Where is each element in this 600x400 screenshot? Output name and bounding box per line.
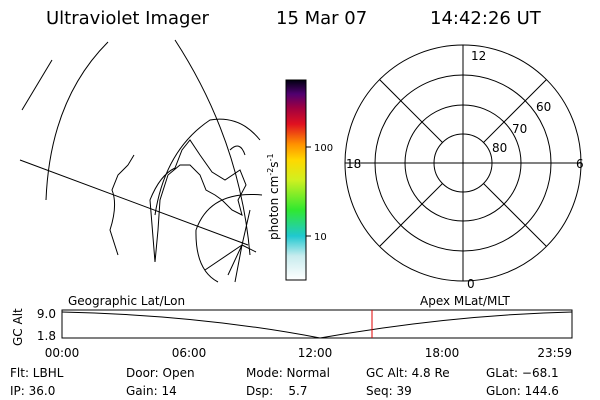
- altitude-curve: [61, 311, 573, 339]
- status-field: GC Alt: 4.8 Re: [366, 366, 450, 380]
- colorbar-tick: 100: [314, 143, 333, 154]
- status-field: Mode: Normal: [246, 366, 330, 380]
- instrument: Ultraviolet Imager: [46, 8, 210, 29]
- strip-x-tick: 12:00: [298, 346, 333, 360]
- status-field: Flt: LBHL: [10, 366, 64, 380]
- status-field: Dsp: 5.7: [246, 384, 308, 398]
- status-field: Gain: 14: [126, 384, 177, 398]
- status-field: Door: Open: [126, 366, 195, 380]
- status-field: Seq: 39: [366, 384, 412, 398]
- colorbar: [285, 79, 307, 281]
- strip-title: Apex MLat/MLT: [420, 294, 510, 308]
- polar-label: 6: [576, 157, 584, 171]
- strip-x-tick: 23:59: [537, 346, 572, 360]
- strip-y-tick: 1.8: [37, 329, 56, 343]
- strip-y-tick: 9.0: [37, 307, 56, 321]
- polar-plot: [344, 44, 582, 282]
- polar-label: 80: [492, 141, 507, 155]
- strip-x-tick: 00:00: [45, 346, 80, 360]
- status-field: GLon: 144.6: [486, 384, 559, 398]
- strip-title: Geographic Lat/Lon: [68, 294, 185, 308]
- strip-x-tick: 06:00: [172, 346, 207, 360]
- strip-frame: [61, 309, 573, 339]
- strip-x-tick: 18:00: [425, 346, 460, 360]
- status-field: IP: 36.0: [10, 384, 55, 398]
- polar-label: 0: [467, 277, 475, 291]
- status: Flt: LBHL Door: Open Mode: Normal GC Alt: 4…: [10, 366, 559, 398]
- polar-label: 70: [512, 122, 527, 136]
- date: 15 Mar 07: [276, 8, 367, 29]
- time: 14:42:26 UT: [430, 8, 542, 29]
- polar-label: 18: [346, 157, 361, 171]
- status-field: GLat: −68.1: [486, 366, 559, 380]
- polar-label: 12: [471, 49, 486, 63]
- strip-y-label: GC Alt: [11, 308, 25, 346]
- colorbar-label: photon cm-2s-1: [266, 153, 281, 240]
- polar-label: 60: [536, 100, 551, 114]
- map: [19, 39, 263, 283]
- colorbar-tick: 10: [314, 232, 327, 243]
